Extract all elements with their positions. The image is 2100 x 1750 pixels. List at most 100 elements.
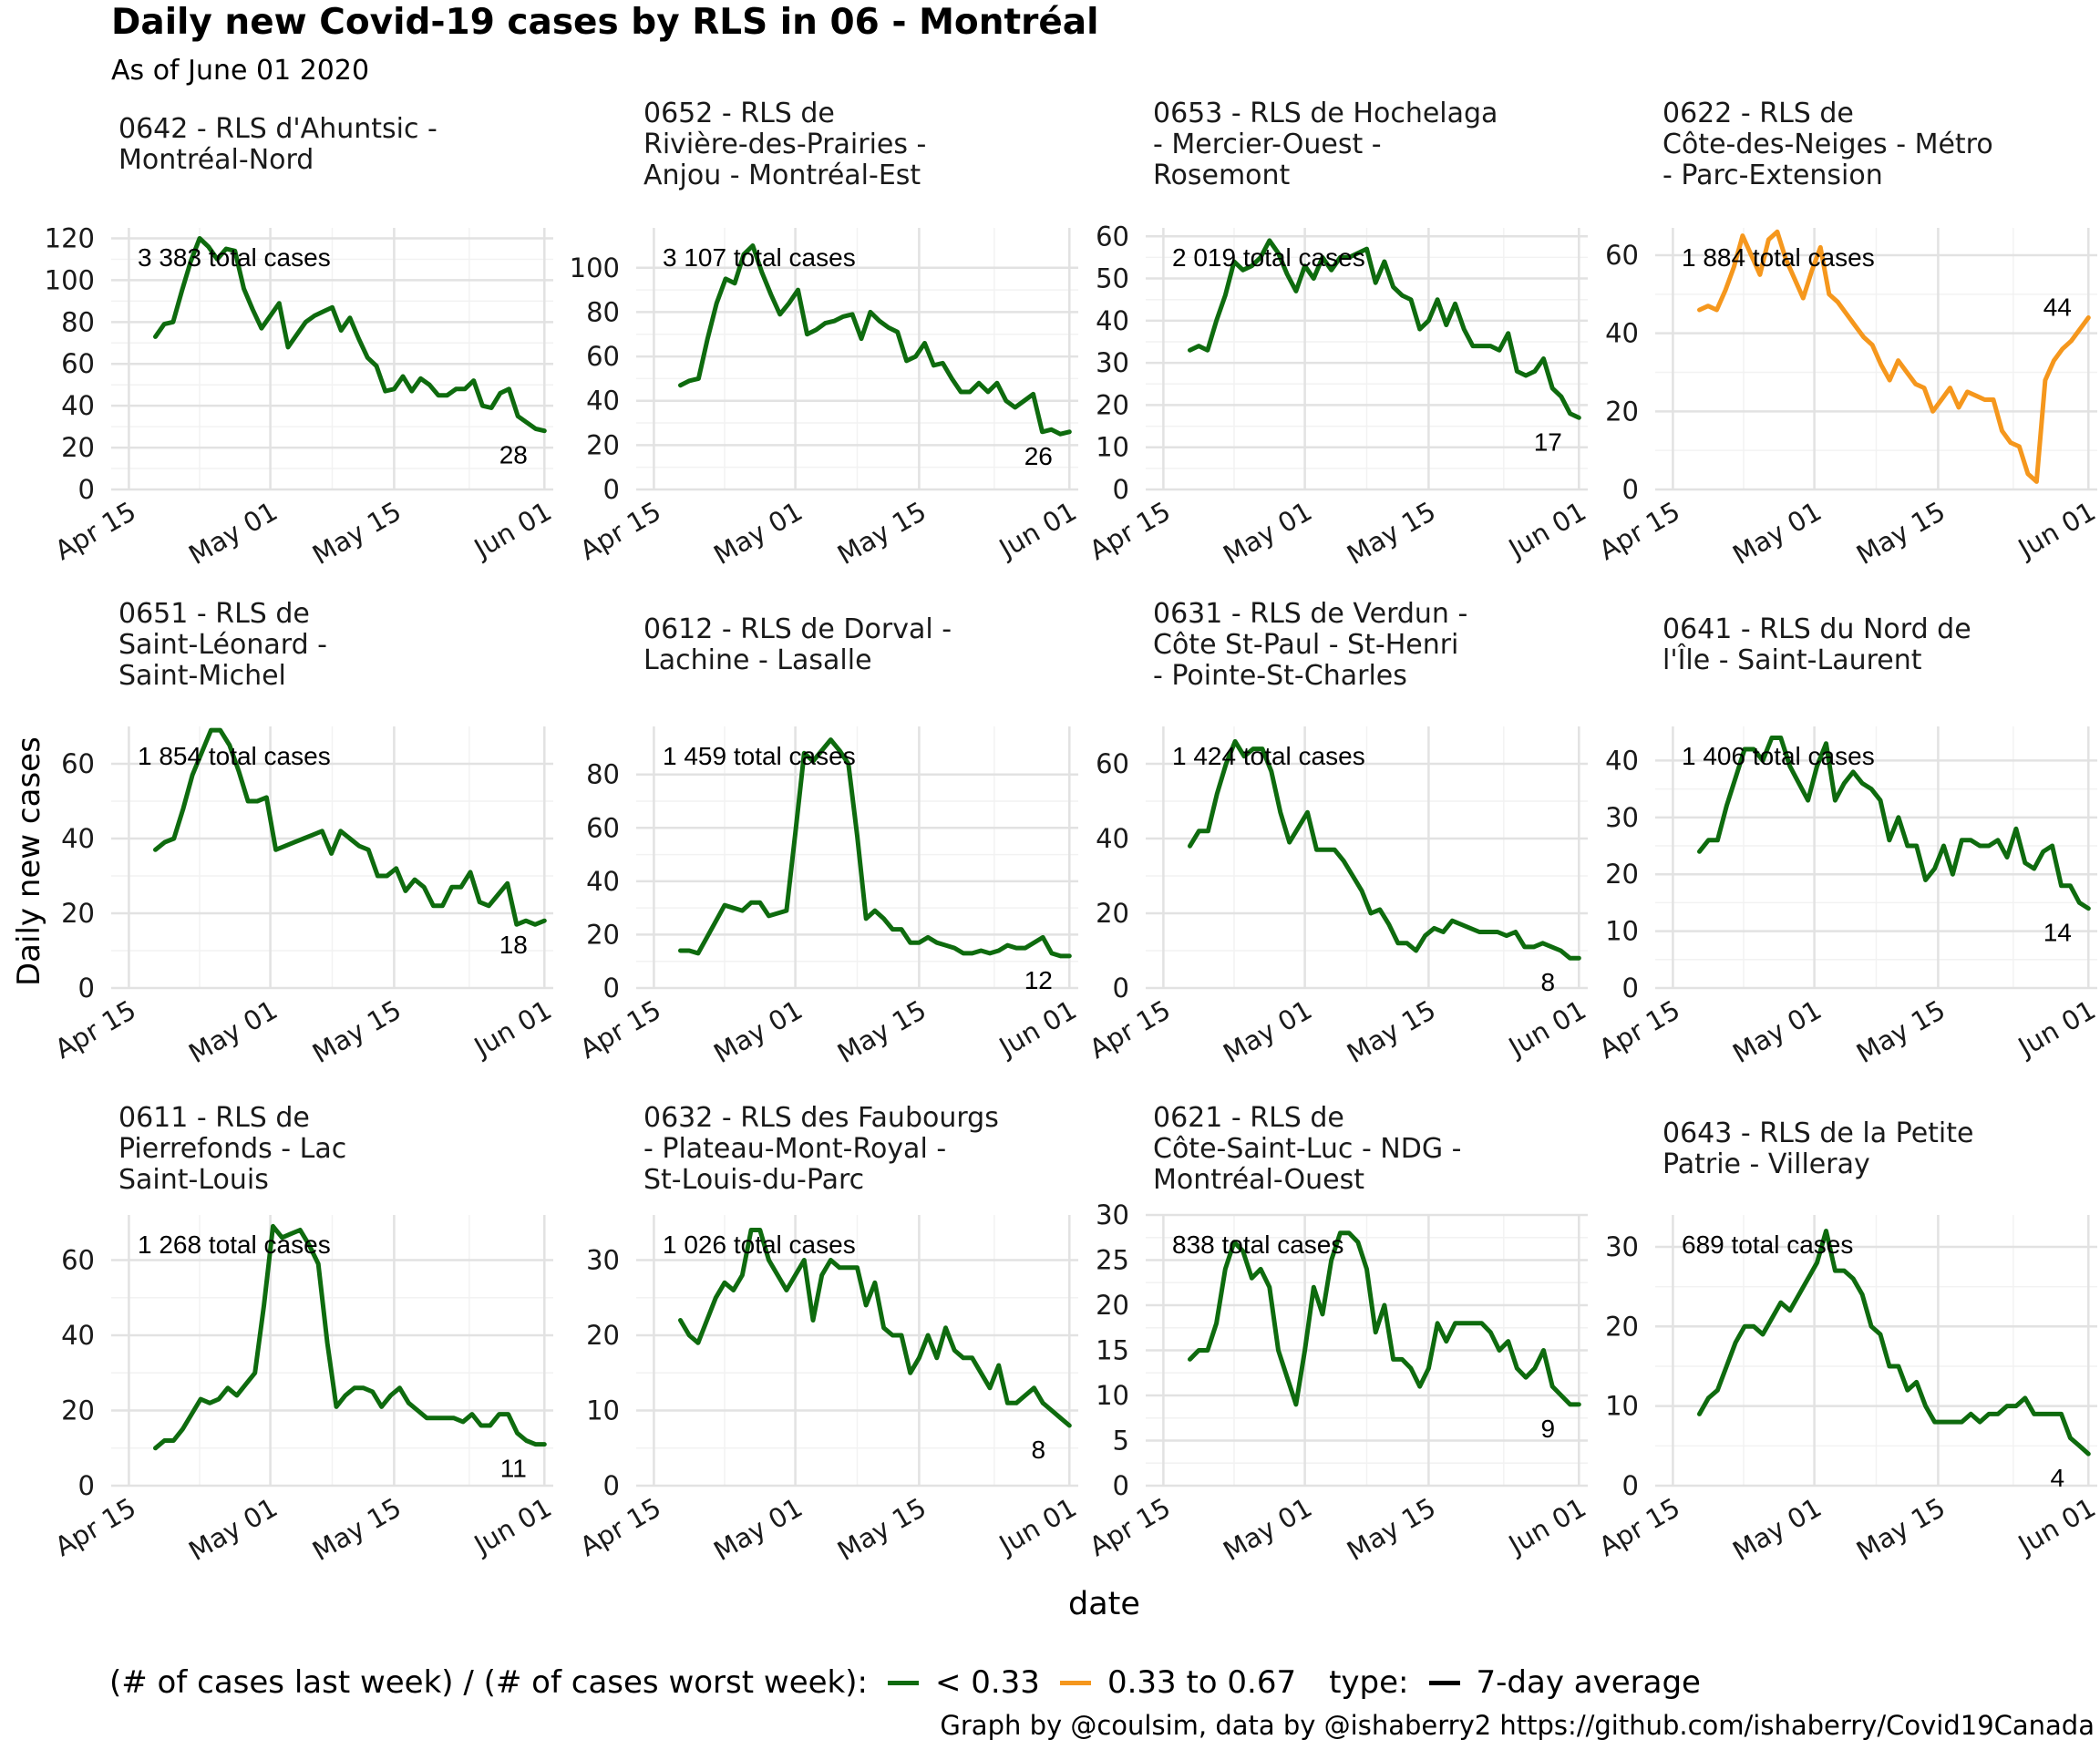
legend-key-mid (1059, 1680, 1091, 1685)
x-tick-label: May 15 (1342, 496, 1441, 571)
x-axis-label: date (1068, 1586, 1140, 1622)
y-tick-label: 0 (1622, 973, 1639, 1004)
facet-title-line: - Pointe-St-Charles (1153, 660, 1407, 692)
x-tick-label: Jun 01 (1502, 994, 1591, 1064)
y-tick-label: 0 (1113, 474, 1129, 505)
x-tick-label: May 01 (1218, 496, 1317, 571)
x-tick-label: May 15 (1851, 1492, 1951, 1567)
series-line (678, 1228, 1072, 1428)
facet-title-line: Patrie - Villeray (1662, 1148, 1870, 1180)
y-tick-label: 10 (1605, 916, 1639, 947)
y-tick-label: 60 (586, 812, 620, 843)
y-tick-label: 100 (570, 252, 620, 283)
facet-panel: 0641 - RLS du Nord del'Île - Saint-Laure… (1594, 613, 2100, 1069)
legend-label-low: < 0.33 (934, 1664, 1040, 1701)
y-tick-label: 25 (1096, 1245, 1129, 1276)
y-tick-label: 0 (603, 474, 620, 505)
y-tick-label: 40 (1096, 823, 1129, 854)
y-tick-label: 0 (78, 1470, 95, 1501)
y-tick-label: 40 (586, 386, 620, 417)
x-tick-label: Apr 15 (1085, 496, 1176, 567)
x-tick-label: May 15 (307, 994, 407, 1069)
y-tick-label: 20 (586, 1320, 620, 1351)
end-value-label: 12 (1024, 966, 1053, 994)
x-tick-label: May 01 (1727, 496, 1827, 571)
chart-subtitle: As of June 01 2020 (111, 55, 370, 87)
y-tick-label: 80 (586, 296, 620, 327)
x-tick-label: Apr 15 (1085, 1492, 1176, 1563)
x-tick-label: May 01 (708, 1492, 808, 1567)
facet-title-line: Côte St-Paul - St-Henri (1153, 629, 1458, 661)
y-tick-label: 10 (1096, 432, 1129, 463)
x-tick-label: Apr 15 (1594, 1492, 1685, 1563)
y-tick-label: 40 (61, 1320, 95, 1351)
facet-title-line: 0631 - RLS de Verdun - (1153, 598, 1467, 630)
y-tick-label: 10 (1605, 1391, 1639, 1422)
series-line (1188, 238, 1581, 420)
total-cases-label: 1 026 total cases (663, 1230, 856, 1259)
legend-label-type: 7-day average (1476, 1664, 1701, 1701)
y-tick-label: 60 (586, 341, 620, 372)
x-tick-label: Apr 15 (575, 994, 666, 1065)
y-tick-label: 0 (1622, 474, 1639, 505)
facet-panel: 0642 - RLS d'Ahuntsic -Montréal-Nord 0 20 4… (45, 113, 557, 571)
x-tick-label: Jun 01 (468, 994, 557, 1064)
x-tick-label: May 15 (1851, 496, 1951, 571)
end-value-label: 28 (499, 441, 528, 469)
facet-title-line: Côte-Saint-Luc - NDG - (1153, 1133, 1461, 1165)
y-tick-label: 30 (1096, 1199, 1129, 1230)
facet-title-line: 0653 - RLS de Hochelaga (1153, 98, 1498, 129)
facet-title-line: 0622 - RLS de (1662, 98, 1854, 129)
facet-title-line: Rosemont (1153, 160, 1291, 191)
x-tick-label: May 15 (1851, 994, 1951, 1069)
y-tick-label: 40 (1605, 745, 1639, 776)
y-tick-label: 30 (1605, 802, 1639, 833)
legend: (# of cases last week) / (# of cases wor… (109, 1660, 1701, 1705)
y-tick-label: 20 (1096, 898, 1129, 929)
facet-title-line: l'Île - Saint-Laurent (1662, 643, 1922, 676)
x-tick-label: Jun 01 (468, 496, 557, 565)
total-cases-label: 1 406 total cases (1682, 742, 1875, 770)
y-tick-label: 60 (61, 1245, 95, 1276)
y-tick-label: 10 (586, 1395, 620, 1426)
y-tick-label: 40 (1605, 318, 1639, 349)
x-tick-label: May 01 (1727, 994, 1827, 1069)
end-value-label: 14 (2043, 919, 2072, 947)
x-tick-label: May 15 (1342, 1492, 1441, 1567)
y-tick-label: 20 (61, 1395, 95, 1426)
facet-title-line: Pierrefonds - Lac (118, 1133, 346, 1165)
y-tick-label: 40 (61, 390, 95, 421)
x-tick-label: May 15 (832, 1492, 932, 1567)
facet-title-line: - Plateau-Mont-Royal - (643, 1133, 946, 1165)
x-tick-label: Jun 01 (2012, 994, 2100, 1064)
total-cases-label: 2 019 total cases (1172, 243, 1365, 272)
total-cases-label: 1 459 total cases (663, 742, 856, 770)
x-tick-label: Apr 15 (575, 1492, 666, 1563)
end-value-label: 11 (500, 1455, 527, 1483)
series-line (153, 1223, 547, 1451)
facet-title-line: Anjou - Montréal-Est (643, 160, 921, 191)
x-tick-label: May 01 (183, 994, 283, 1069)
facet-panel: 0631 - RLS de Verdun -Côte St-Paul - St-… (1085, 598, 1591, 1069)
series-line (678, 243, 1072, 437)
facet-title-line: - Mercier-Ouest - (1153, 129, 1382, 160)
x-tick-label: May 15 (832, 994, 932, 1069)
facet-title-line: 0643 - RLS de la Petite (1662, 1117, 1973, 1149)
facet-panel: 0653 - RLS de Hochelaga- Mercier-Ouest -… (1085, 98, 1591, 571)
end-value-label: 8 (1541, 968, 1556, 996)
x-tick-label: May 01 (183, 496, 283, 571)
y-tick-label: 60 (1096, 748, 1129, 779)
x-tick-label: Jun 01 (1502, 496, 1591, 565)
facet-title-line: 0632 - RLS des Faubourgs (643, 1102, 999, 1134)
facet-title-line: 0612 - RLS de Dorval - (643, 613, 952, 645)
facet-panel: 0632 - RLS des Faubourgs- Plateau-Mont-R… (575, 1102, 1082, 1567)
facet-title-line: Saint-Louis (118, 1164, 269, 1196)
y-tick-label: 80 (586, 759, 620, 790)
x-tick-label: Jun 01 (468, 1492, 557, 1561)
facet-title-line: St-Louis-du-Parc (643, 1164, 864, 1196)
x-tick-label: Apr 15 (1594, 994, 1685, 1065)
